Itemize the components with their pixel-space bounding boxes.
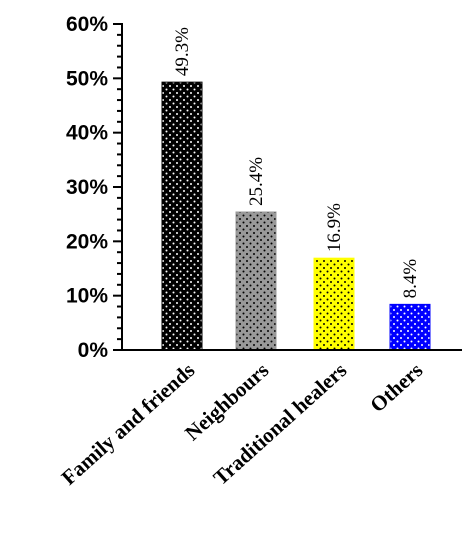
category-labels: Family and friendsNeighboursTraditional … [57, 358, 428, 490]
y-tick-label: 0% [78, 339, 109, 362]
y-tick-label: 30% [66, 176, 108, 199]
category-label: Others [365, 358, 427, 417]
y-tick-label: 20% [66, 230, 108, 253]
data-label: 8.4% [400, 259, 421, 299]
y-tick-label: 50% [66, 67, 108, 90]
y-tick-label: 60% [66, 13, 108, 36]
bars-layer [161, 81, 431, 351]
y-tick-label: 40% [66, 122, 108, 145]
data-labels: 49.3% 25.4% 16.9% 8.4% [172, 27, 421, 298]
bar [389, 303, 431, 351]
data-label: 16.9% [324, 203, 345, 252]
data-label: 25.4% [246, 157, 267, 206]
y-tick-label: 10% [66, 285, 108, 308]
y-axis-ticks: 0% 10% 20% 30% 40% 50% 60% [66, 13, 122, 362]
category-label: Family and friends [57, 358, 200, 490]
category-label: Traditional healers [209, 358, 352, 490]
bar [161, 81, 203, 351]
bar [313, 257, 355, 351]
bar [235, 211, 277, 351]
data-label: 49.3% [172, 27, 193, 76]
